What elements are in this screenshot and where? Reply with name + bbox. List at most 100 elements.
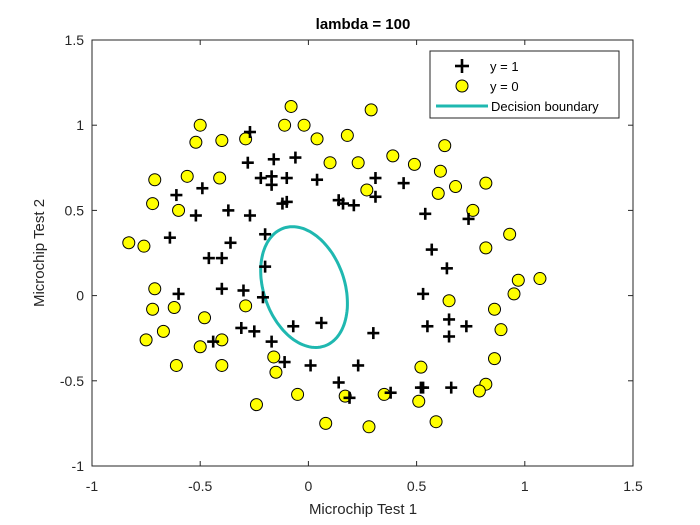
- x-tick-label: 1.5: [623, 478, 643, 494]
- point-y0: [351, 156, 365, 170]
- point-y0: [479, 241, 493, 255]
- point-y1: [419, 207, 432, 220]
- point-y0: [137, 239, 151, 253]
- legend-marker-plus: [455, 59, 469, 73]
- point-y1: [414, 381, 427, 394]
- point-y0: [215, 358, 229, 372]
- point-y0: [503, 227, 517, 241]
- point-y1: [265, 335, 278, 348]
- point-y0: [412, 394, 426, 408]
- y-tick-label: 0.5: [65, 202, 85, 218]
- point-y1: [237, 284, 250, 297]
- point-y1: [460, 320, 473, 333]
- point-y0: [291, 387, 305, 401]
- point-y1: [207, 335, 220, 348]
- point-y1: [287, 320, 300, 333]
- point-y0: [156, 324, 170, 338]
- point-y0: [249, 398, 263, 412]
- legend-label-y0: y = 0: [490, 79, 519, 94]
- point-y1: [280, 172, 293, 185]
- point-y1: [265, 178, 278, 191]
- legend-label-boundary: Decision boundary: [491, 99, 599, 114]
- x-tick-label: -1: [86, 478, 99, 494]
- point-y0: [488, 302, 502, 316]
- point-y1: [347, 199, 360, 212]
- point-y1: [337, 197, 350, 210]
- point-y1: [443, 330, 456, 343]
- point-y1: [163, 231, 176, 244]
- point-y1: [278, 356, 291, 369]
- x-tick-label: 0: [305, 478, 313, 494]
- point-y0: [488, 352, 502, 366]
- point-y0: [319, 416, 333, 430]
- point-y1: [170, 189, 183, 202]
- point-y0: [466, 203, 480, 217]
- point-y1: [289, 151, 302, 164]
- point-y0: [215, 333, 229, 347]
- point-y1: [259, 228, 272, 241]
- y-tick-label: 1.5: [65, 32, 85, 48]
- x-tick-label: 0.5: [407, 478, 427, 494]
- point-y0: [386, 149, 400, 163]
- point-y0: [213, 171, 227, 185]
- point-y0: [198, 311, 212, 325]
- point-y1: [222, 204, 235, 217]
- point-y1: [267, 153, 280, 166]
- point-y0: [267, 350, 281, 364]
- point-y0: [239, 299, 253, 313]
- point-y0: [172, 203, 186, 217]
- point-y1: [304, 359, 317, 372]
- legend-marker-circle: [455, 79, 469, 93]
- point-y1: [367, 327, 380, 340]
- y-axis-label: Microchip Test 2: [31, 199, 48, 307]
- point-y0: [479, 176, 493, 190]
- point-y0: [146, 197, 160, 211]
- point-y0: [511, 273, 525, 287]
- point-y1: [243, 126, 256, 139]
- data-points-layer: [122, 99, 547, 434]
- y-tick-label: 0: [76, 288, 84, 304]
- point-y0: [148, 282, 162, 296]
- point-y0: [278, 118, 292, 132]
- chart-title: lambda = 100: [316, 16, 411, 33]
- point-y1: [172, 287, 185, 300]
- point-y0: [449, 180, 463, 194]
- point-y0: [122, 236, 136, 250]
- point-y0: [472, 384, 486, 398]
- point-y1: [417, 287, 430, 300]
- legend: y = 1 y = 0 Decision boundary: [429, 50, 620, 119]
- point-y1: [425, 243, 438, 256]
- point-y1: [445, 381, 458, 394]
- point-y1: [315, 316, 328, 329]
- point-y1: [215, 282, 228, 295]
- point-y0: [297, 118, 311, 132]
- point-y1: [235, 321, 248, 334]
- point-y1: [443, 313, 456, 326]
- point-y0: [167, 301, 181, 315]
- point-y1: [369, 172, 382, 185]
- point-y0: [193, 340, 207, 354]
- y-tick-label: -0.5: [60, 373, 84, 389]
- point-y1: [256, 291, 269, 304]
- point-y0: [148, 173, 162, 187]
- point-y0: [429, 415, 443, 429]
- point-y1: [397, 177, 410, 190]
- point-y1: [215, 252, 228, 265]
- point-y1: [332, 376, 345, 389]
- point-y1: [384, 386, 397, 399]
- point-y0: [364, 103, 378, 117]
- point-y0: [284, 99, 298, 113]
- point-y0: [269, 365, 283, 379]
- point-y1: [311, 173, 324, 186]
- point-y1: [189, 209, 202, 222]
- point-y1: [241, 156, 254, 169]
- point-y1: [202, 252, 215, 265]
- point-y0: [507, 287, 521, 301]
- point-y1: [259, 260, 272, 273]
- point-y0: [180, 169, 194, 183]
- point-y0: [414, 360, 428, 374]
- point-y0: [193, 118, 207, 132]
- point-y1: [196, 182, 209, 195]
- point-y0: [494, 323, 508, 337]
